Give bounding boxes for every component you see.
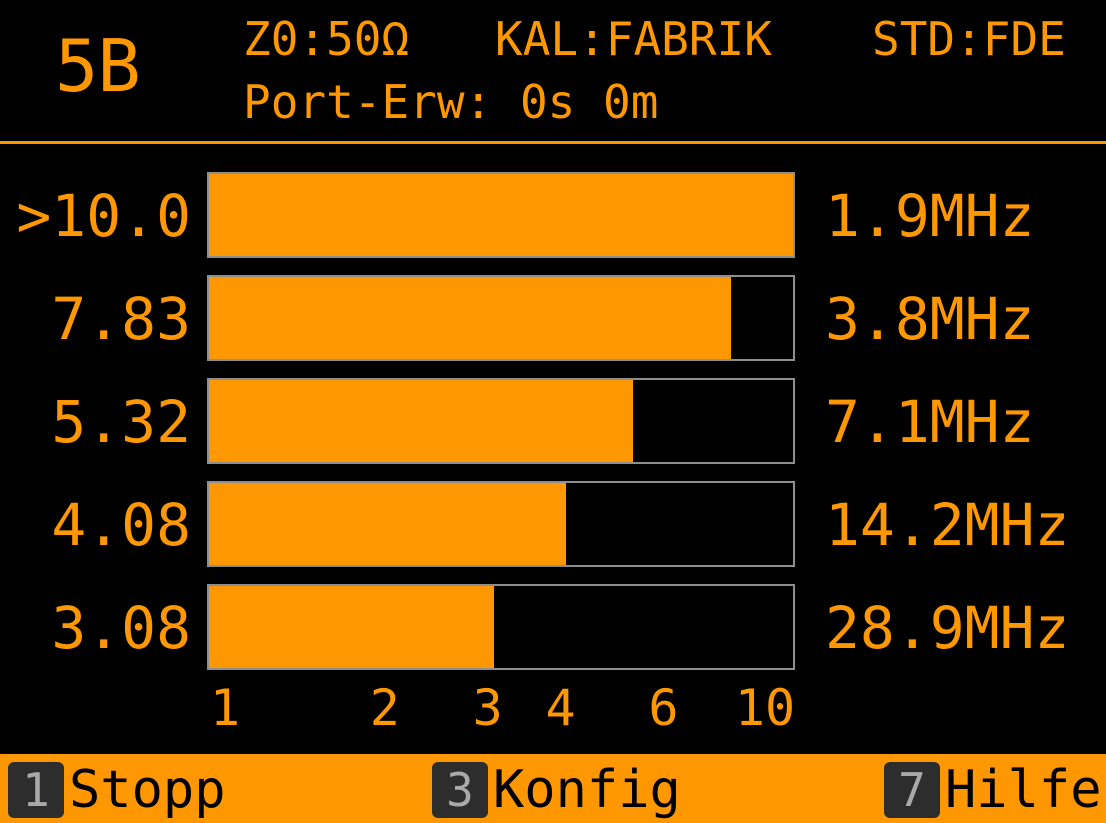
scale-tick-label: 3 (472, 679, 503, 737)
meter-bar-fill (209, 586, 495, 668)
softkey-number: 3 (432, 762, 488, 818)
port-extension-indicator: Port-Erw: 0s 0m (243, 75, 659, 129)
z0-indicator: Z0:50Ω (243, 12, 410, 66)
meter-value: 3.08 (51, 594, 191, 662)
meter-frequency: 1.9MHz (825, 182, 1035, 250)
calibration-indicator: KAL:FABRIK (495, 12, 772, 66)
softkey-label: Stopp (69, 760, 226, 820)
meter-row: 4.08 14.2MHz (0, 481, 1106, 571)
softkey-number: 7 (884, 762, 940, 818)
meter-bar-fill (209, 483, 566, 565)
meter-bar (207, 481, 795, 567)
softkey-konfig[interactable]: 3 Konfig (432, 762, 681, 818)
meter-frequency: 3.8MHz (825, 285, 1035, 353)
meter-row: 5.32 7.1MHz (0, 378, 1106, 468)
softkey-stopp[interactable]: 1 Stopp (8, 762, 226, 818)
scale-tick-label: 4 (545, 679, 576, 737)
softkey-number: 1 (8, 762, 64, 818)
softkey-label: Hilfe (945, 760, 1102, 820)
softkey-hilfe[interactable]: 7 Hilfe (884, 762, 1102, 818)
mode-indicator: 5B (55, 24, 141, 108)
meter-row: >10.0 1.9MHz (0, 172, 1106, 262)
softkey-label: Konfig (493, 760, 681, 820)
meter-bar (207, 378, 795, 464)
meter-frequency: 14.2MHz (825, 491, 1070, 559)
softkey-bar: 1 Stopp 3 Konfig 7 Hilfe (0, 754, 1106, 823)
meter-row: 3.08 28.9MHz (0, 584, 1106, 674)
meter-frequency: 28.9MHz (825, 594, 1070, 662)
meter-bar (207, 584, 795, 670)
meter-frequency: 7.1MHz (825, 388, 1035, 456)
meter-bar-fill (209, 380, 633, 462)
meter-value: 4.08 (51, 491, 191, 559)
scale-tick-label: 1 (209, 679, 241, 737)
meter-bar (207, 275, 795, 361)
standard-indicator: STD:FDE (872, 12, 1066, 66)
meter-value: 7.83 (51, 285, 191, 353)
scale-tick-label: 10 (734, 679, 796, 737)
header-divider (0, 141, 1106, 144)
meter-bar-fill (209, 277, 731, 359)
meter-bar (207, 172, 795, 258)
meter-value: 5.32 (51, 388, 191, 456)
meter-row: 7.83 3.8MHz (0, 275, 1106, 365)
meter-bar-fill (209, 174, 793, 256)
scale-tick-label: 6 (648, 679, 679, 737)
scale-tick-label: 2 (369, 679, 400, 737)
meter-value: >10.0 (16, 182, 191, 250)
